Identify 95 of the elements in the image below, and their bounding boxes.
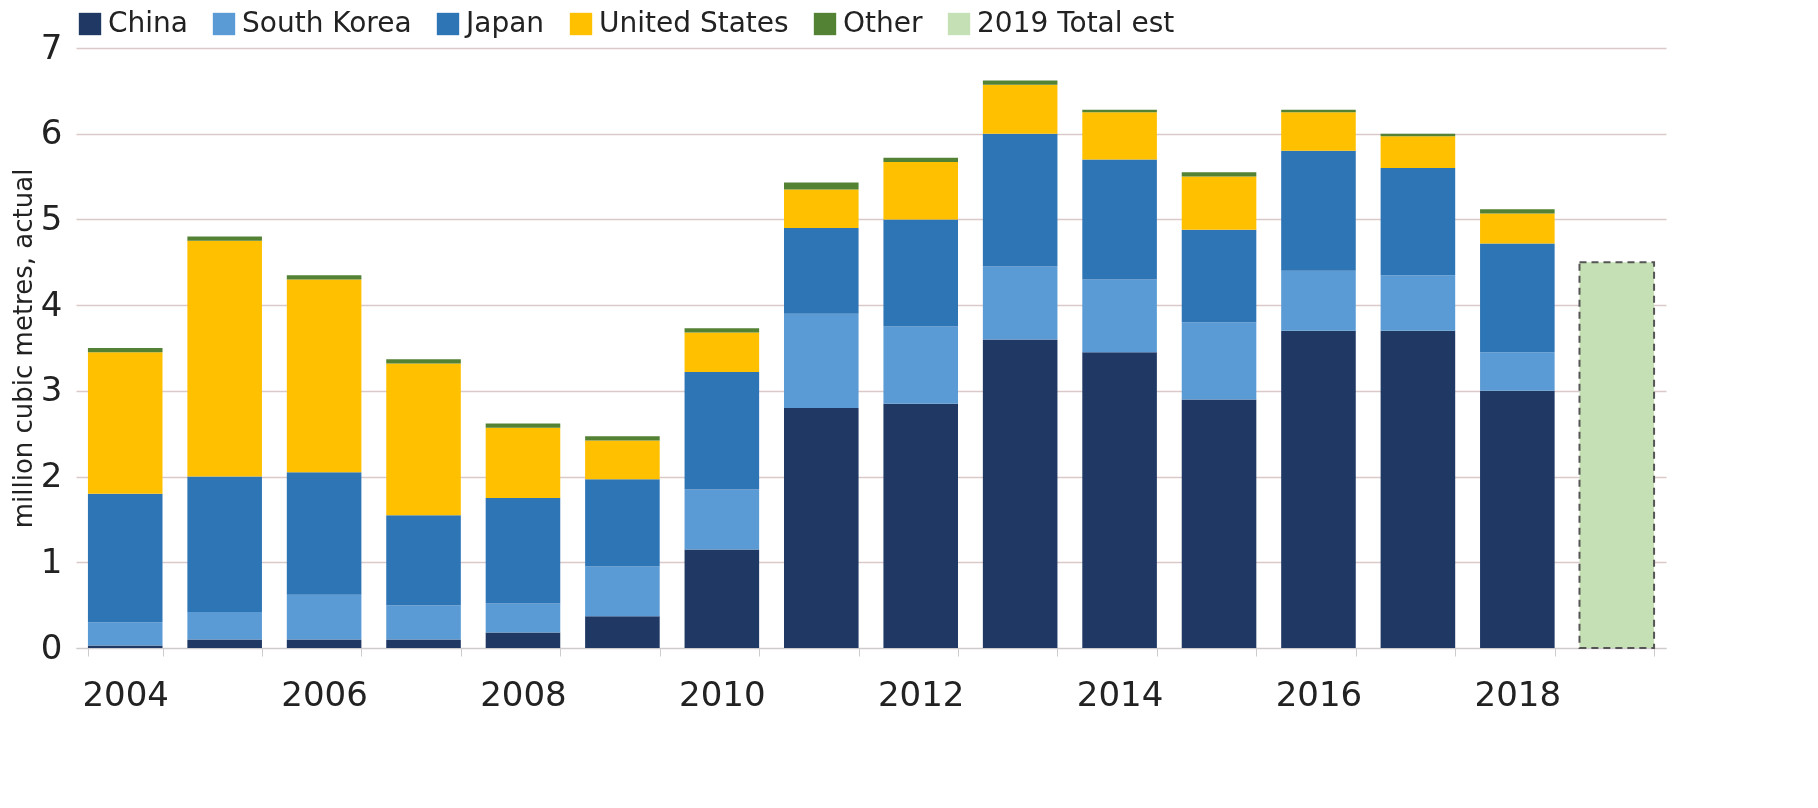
bar (485, 423, 561, 428)
bar (187, 612, 262, 640)
bar (585, 436, 660, 441)
bar (187, 240, 262, 477)
bar (286, 275, 362, 280)
x-tick-label: 2010 (679, 673, 766, 714)
bar (883, 162, 959, 220)
bar (1082, 159, 1157, 280)
bar (585, 616, 660, 648)
bar (1480, 243, 1555, 353)
bar (883, 219, 959, 327)
y-tick-label: 2 (40, 455, 63, 496)
bar (684, 332, 760, 372)
bar (87, 622, 163, 646)
bar (883, 326, 959, 404)
bar (386, 359, 461, 364)
x-tick-label: 2006 (281, 673, 368, 714)
bar (1380, 136, 1456, 168)
bar (883, 403, 959, 648)
x-tick-label: 2012 (877, 673, 965, 714)
bar (386, 639, 461, 648)
bar (883, 157, 959, 162)
x-tick-label: 2008 (480, 673, 567, 714)
bar (187, 476, 262, 612)
bar (1181, 176, 1257, 230)
legend-label: South Korea (242, 6, 412, 39)
bar (386, 363, 461, 516)
bar (982, 133, 1058, 267)
bar (485, 498, 561, 604)
bar (187, 639, 262, 648)
bar (684, 328, 760, 333)
bar (684, 372, 760, 490)
bar (1380, 330, 1456, 648)
bar (982, 80, 1058, 85)
bar (286, 639, 362, 648)
legend-label: Japan (464, 6, 545, 39)
bar (386, 605, 461, 640)
bar (1480, 209, 1555, 214)
bar (1082, 112, 1157, 160)
bar (1480, 390, 1555, 648)
bar (783, 228, 859, 314)
bar (1082, 352, 1157, 648)
y-tick-label: 6 (40, 112, 63, 153)
y-tick-label: 4 (40, 283, 63, 324)
bar (87, 645, 163, 648)
bar (982, 84, 1058, 134)
bar (1281, 112, 1356, 151)
legend-label: Other (843, 6, 923, 39)
x-tick-label: 2018 (1474, 673, 1562, 714)
bar (286, 594, 362, 640)
bar (87, 493, 163, 623)
y-tick-label: 3 (40, 369, 63, 410)
bar (187, 236, 262, 241)
bar (1281, 150, 1356, 271)
bar (1181, 399, 1257, 648)
bar (684, 549, 760, 648)
y-tick-label: 5 (40, 197, 63, 238)
bar (286, 279, 362, 473)
y-tick-label: 0 (40, 626, 63, 667)
bar (1480, 213, 1555, 244)
x-tick-label: 2014 (1076, 673, 1164, 714)
y-tick-label: 1 (40, 540, 63, 581)
bar (585, 566, 660, 617)
bar (485, 427, 561, 498)
bar (783, 313, 859, 408)
bar (1578, 261, 1656, 649)
bar (1380, 168, 1456, 276)
bar (485, 603, 561, 633)
legend-label: United States (599, 6, 789, 39)
bar (286, 472, 362, 595)
bar (1181, 229, 1257, 323)
bar (1281, 330, 1356, 648)
bar (684, 489, 760, 550)
y-axis-title: million cubic metres, actual (7, 168, 38, 529)
bar (783, 408, 859, 648)
bar (386, 515, 461, 606)
legend-label: China (108, 6, 188, 39)
bar (1281, 270, 1356, 331)
x-tick-label: 2016 (1275, 673, 1363, 714)
x-tick-label: 2004 (82, 673, 169, 714)
bar (485, 632, 561, 648)
bar (1181, 322, 1257, 400)
bar (585, 479, 660, 567)
bar (1181, 172, 1257, 177)
bar (982, 339, 1058, 648)
bar (783, 189, 859, 228)
bar (1082, 279, 1157, 353)
bar (87, 352, 163, 494)
legend-label: 2019 Total est (977, 6, 1175, 39)
bar (1380, 275, 1456, 331)
bar (585, 440, 660, 480)
bar (87, 348, 163, 353)
y-tick-label: 7 (40, 26, 63, 67)
bar (1480, 352, 1555, 391)
bar (982, 266, 1058, 340)
